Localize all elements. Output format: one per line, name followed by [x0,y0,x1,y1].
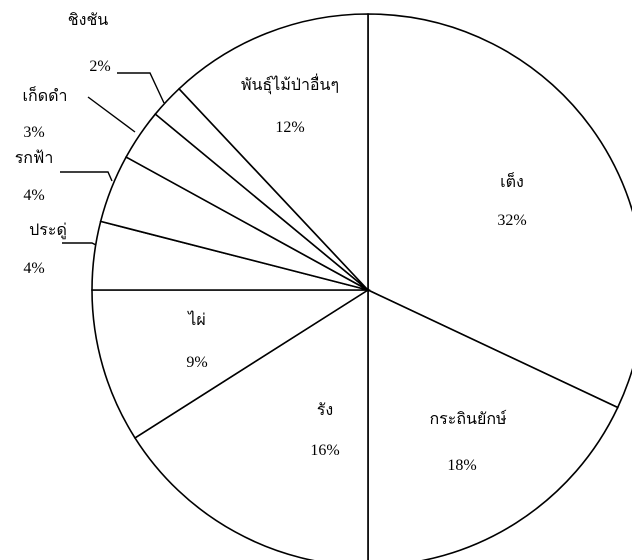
slice-7-category-label: เก็ดดำ [23,85,68,105]
pie-slice-1 [367,13,632,409]
slice-1-category-label: เต็ง [500,171,524,191]
slice-1-value-label: 32% [497,212,526,229]
slice-6-category-label: รกฟ้า [15,149,54,167]
pie-slice-3 [133,288,369,560]
slice-3-category-label: รัง [317,402,333,419]
slice-7-value-label: 3% [23,124,44,141]
slice-2-category-label: กระถินยักษ์ [429,409,506,428]
pie-slice-9 [177,13,369,293]
pie-slice-2 [367,288,619,560]
slice-5-leader-line [62,242,97,246]
slice-2-value-label: 18% [447,457,476,474]
slice-6-leader-line [60,171,113,182]
slice-4-category-label: ไผ่ [186,310,205,329]
pie-slice-4 [91,289,371,439]
slice-8-value-label: 2% [89,58,110,75]
slice-6-value-label: 4% [23,187,44,204]
slice-9-category-label: พันธุ์ไม้ป่าอื่นๆ [241,73,339,95]
slice-5-value-label: 4% [23,260,44,277]
pie-slices [91,13,632,560]
slice-8-leader-line [117,72,165,104]
slice-5-category-label: ประดู่ [29,222,67,240]
slice-4-value-label: 9% [186,354,207,371]
slice-7-leader-line [87,96,136,133]
pie-labels: เต็ง 32% กระถินยักษ์ 18% รัง 16% ไผ่ 9% ประดู่ 4%… [15,12,527,474]
slice-9-value-label: 12% [275,119,304,136]
slice-3-value-label: 16% [310,442,339,459]
slice-8-category-label: ชิงชัน [68,12,109,29]
